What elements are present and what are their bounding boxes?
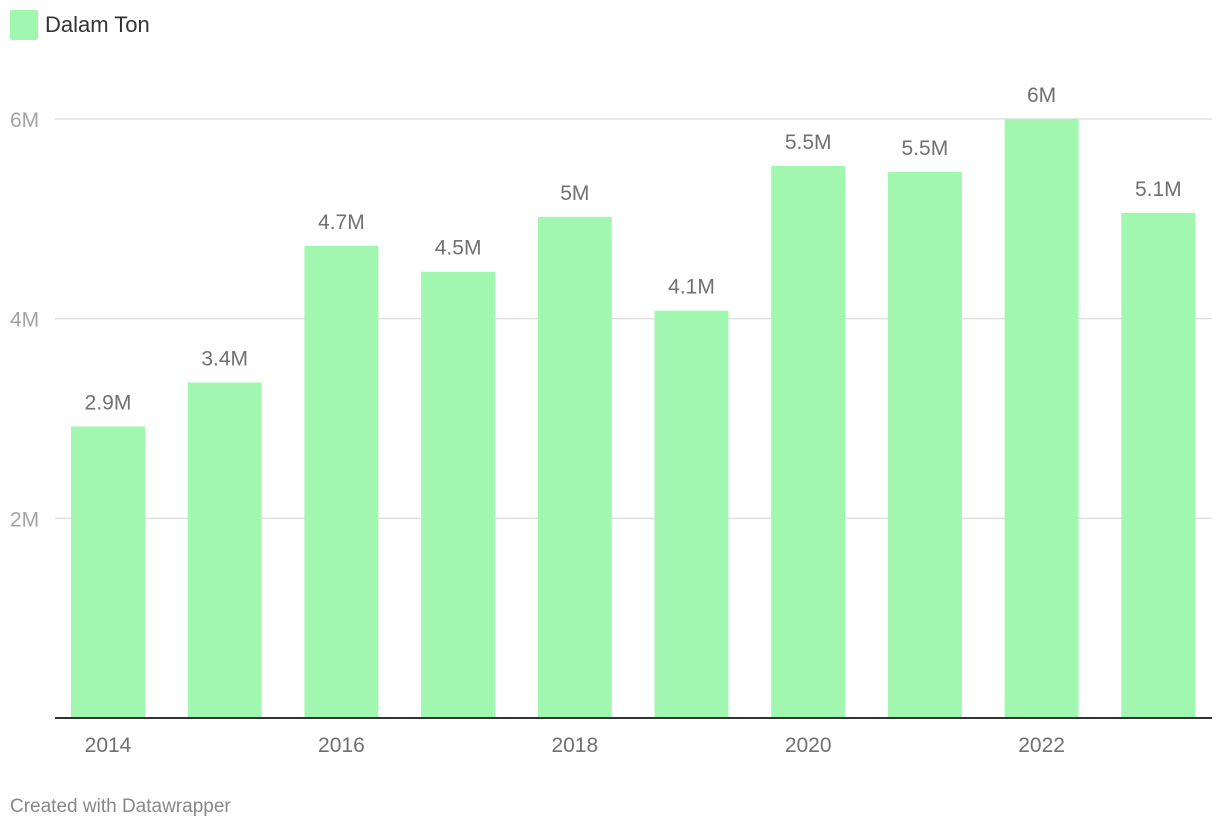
x-tick-label: 2018 xyxy=(551,734,598,757)
x-tick-label: 2022 xyxy=(1018,734,1065,757)
y-tick-label: 2M xyxy=(10,508,39,531)
value-label: 2.9M xyxy=(85,391,132,414)
value-label: 5.5M xyxy=(902,137,949,160)
x-tick-label: 2016 xyxy=(318,734,365,757)
value-label: 4.7M xyxy=(318,211,365,234)
value-label: 5M xyxy=(560,182,589,205)
x-tick-label: 2020 xyxy=(785,734,832,757)
bar-2022 xyxy=(1004,119,1079,718)
bar-2018 xyxy=(537,216,612,718)
value-label: 5.1M xyxy=(1135,178,1182,201)
legend-swatch xyxy=(10,10,38,40)
footer-credit: Created with Datawrapper xyxy=(10,796,231,817)
value-label: 4.1M xyxy=(668,276,715,299)
value-label: 3.4M xyxy=(201,348,248,371)
bar-2019 xyxy=(654,310,729,718)
value-label: 4.5M xyxy=(435,237,482,260)
y-tick-label: 4M xyxy=(10,309,39,332)
legend: Dalam Ton xyxy=(10,10,150,40)
bar-2017 xyxy=(421,271,496,718)
value-label: 5.5M xyxy=(785,131,832,154)
x-tick-label: 2014 xyxy=(85,734,132,757)
label-layer: 2.9M 2014 3.4M 4.7M 2016 4.5M 5M 2018 4.1M 5.5M 20… xyxy=(55,84,1212,757)
value-label: 6M xyxy=(1027,84,1056,107)
bar-2020 xyxy=(771,165,846,719)
bar-layer xyxy=(71,119,1196,719)
bar-2021 xyxy=(887,171,962,718)
bar-2023 xyxy=(1121,212,1196,719)
y-tick-label: 6M xyxy=(10,109,39,132)
legend-label: Dalam Ton xyxy=(45,12,150,37)
bar-2016 xyxy=(304,245,379,718)
bar-2014 xyxy=(71,426,145,718)
bar-2015 xyxy=(187,382,262,718)
